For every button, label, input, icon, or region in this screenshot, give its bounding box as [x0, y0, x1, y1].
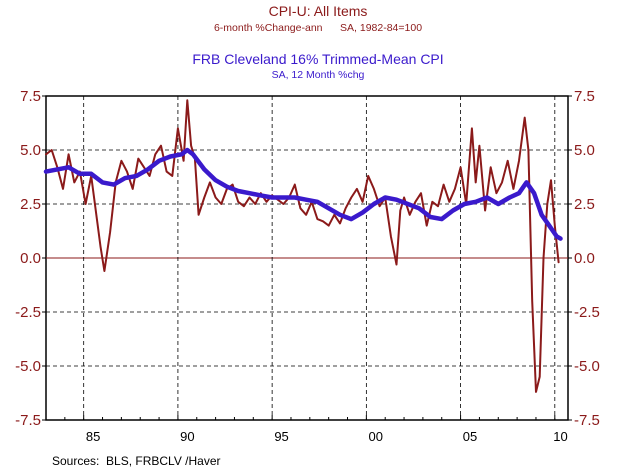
x-tick-label: 05 [463, 429, 477, 444]
source-note: Sources: BLS, FRBCLV /Haver [52, 454, 221, 468]
chart-subtitle-2: SA, 12 Month %chg [272, 69, 365, 81]
y-tick-label-left: -5.0 [15, 358, 41, 375]
x-tick-label: 10 [553, 429, 567, 444]
y-axis-right: 7.5 5.0 2.5 0.0 -2.5 -5.0 -7.5 [568, 88, 600, 429]
y-tick-label-left: 7.5 [20, 88, 41, 105]
chart-title: CPI-U: All Items [269, 3, 368, 19]
y-tick-label-left: -7.5 [15, 412, 41, 429]
y-tick-label-left: 0.0 [20, 250, 41, 267]
chart-subtitle: 6-month %Change-ann SA, 1982-84=100 [214, 22, 422, 34]
y-tick-label-left: 2.5 [20, 196, 41, 213]
series-group [43, 99, 563, 393]
y-tick-label-left: -2.5 [15, 304, 41, 321]
y-tick-label-right: -2.5 [574, 304, 600, 321]
series-line-trimmed-mean [43, 147, 563, 241]
y-tick-label-right: -7.5 [574, 412, 600, 429]
y-tick-label-right: -5.0 [574, 358, 600, 375]
x-tick-label: 95 [274, 429, 288, 444]
x-axis: 85 90 95 00 05 10 [45, 415, 568, 444]
y-axis-left: 7.5 5.0 2.5 0.0 -2.5 -5.0 -7.5 [15, 88, 46, 429]
y-tick-label-right: 0.0 [574, 250, 595, 267]
gridlines [46, 96, 568, 420]
x-tick-label: 85 [86, 429, 100, 444]
chart-title-2: FRB Cleveland 16% Trimmed-Mean CPI [192, 51, 443, 67]
y-tick-label-left: 5.0 [20, 142, 41, 159]
y-tick-label-right: 5.0 [574, 142, 595, 159]
y-tick-label-right: 7.5 [574, 88, 595, 105]
y-tick-label-right: 2.5 [574, 196, 595, 213]
series-line-cpi-u [45, 99, 560, 393]
x-tick-label: 90 [180, 429, 194, 444]
x-tick-label: 00 [369, 429, 383, 444]
